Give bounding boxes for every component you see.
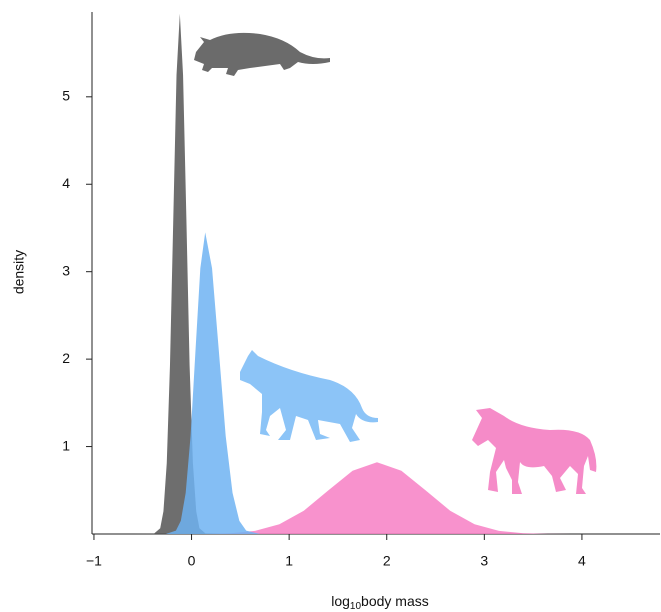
x-tick-label: 3 (480, 553, 488, 569)
horse-silhouette (472, 408, 596, 494)
y-axis-label: density (11, 250, 27, 294)
x-axis-label-rest: body mass (361, 593, 429, 609)
x-tick-label: 0 (188, 553, 196, 569)
x-tick-label: 2 (383, 553, 391, 569)
opossum-silhouette (194, 33, 330, 76)
x-tick-label: −1 (86, 553, 102, 569)
y-tick-label: 3 (62, 262, 70, 278)
y-tick-label: 1 (62, 437, 70, 453)
y-tick-label: 2 (62, 350, 70, 366)
y-tick-label: 4 (62, 175, 70, 191)
x-axis-label-main: log (331, 593, 350, 609)
y-tick-label: 5 (62, 88, 70, 104)
cat-silhouette (240, 350, 378, 442)
chart: density log10body mass −1 0 1 2 3 4 1 2 3 4 5 (0, 0, 661, 612)
x-axis-label: log10body mass (331, 593, 429, 612)
x-tick-label: 4 (578, 553, 586, 569)
x-axis-label-sub: 10 (350, 601, 362, 612)
x-tick-label: 1 (285, 553, 293, 569)
